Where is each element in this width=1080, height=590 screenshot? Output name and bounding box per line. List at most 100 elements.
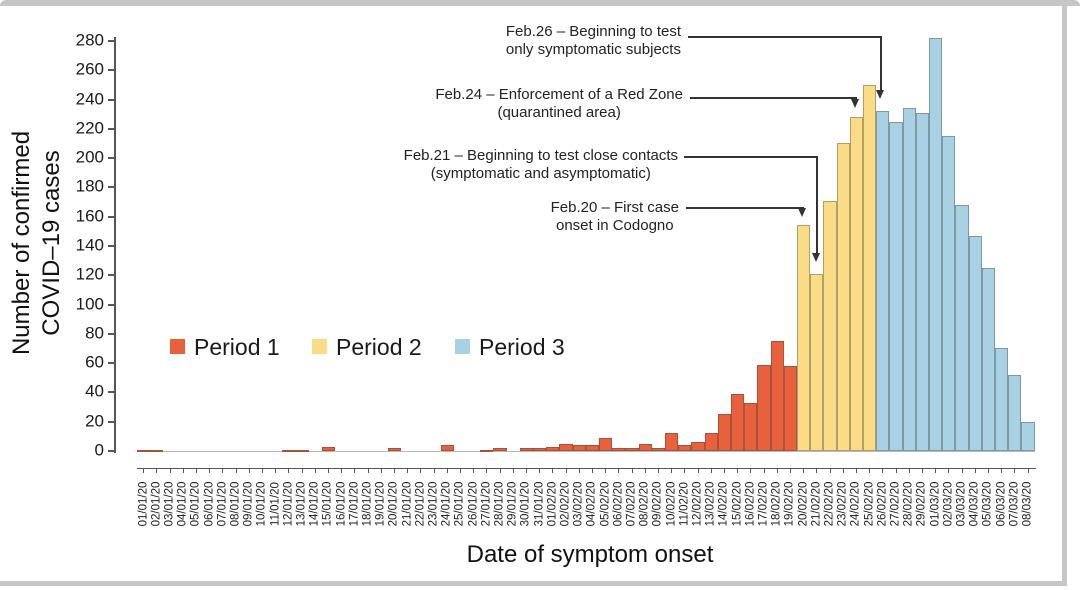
- y-tick-label-40: 40: [85, 382, 104, 402]
- x-tick-06-01-20: [209, 468, 211, 473]
- x-tick-01-01-20: [143, 468, 145, 473]
- y-tick-label-120: 120: [75, 264, 104, 284]
- annotation-text-21-02-20: Feb.21 – Beginning to test close contact…: [404, 147, 678, 183]
- x-tick-17-02-20: [763, 468, 765, 473]
- bar-24-01-20: [440, 445, 454, 451]
- annotation-line-2: only symptomatic subjects: [505, 41, 681, 58]
- annotation-connector-h-3: [684, 156, 817, 158]
- x-tick-01-03-20: [935, 468, 937, 473]
- bar-12-02-20: [691, 442, 705, 451]
- bar-23-02-20: [836, 143, 850, 451]
- x-tick-06-02-20: [618, 468, 620, 473]
- x-date-label-11-01-20: 11/01/20: [269, 482, 282, 526]
- bar-01-02-20: [546, 446, 560, 451]
- y-tick-140: [108, 244, 115, 247]
- y-tick-label-260: 260: [75, 59, 104, 79]
- bar-15-02-20: [731, 393, 745, 451]
- y-tick-label-60: 60: [85, 352, 104, 372]
- x-date-label-11-02-20: 11/02/20: [678, 482, 691, 526]
- bar-22-02-20: [823, 200, 837, 451]
- y-tick-40: [108, 391, 115, 394]
- x-date-label-02-03-20: 02/03/20: [942, 481, 955, 527]
- x-tick-17-01-20: [354, 468, 356, 473]
- x-date-label-19-01-20: 19/01/20: [374, 481, 387, 527]
- zero-baseline: [137, 451, 1035, 452]
- y-tick-label-240: 240: [75, 89, 104, 109]
- y-axis-title-line2: COVID–19 cases: [38, 150, 65, 336]
- x-tick-16-02-20: [750, 468, 752, 473]
- x-date-label-17-02-20: 17/02/20: [757, 481, 770, 527]
- x-tick-19-02-20: [789, 468, 791, 473]
- x-tick-10-01-20: [261, 468, 263, 473]
- legend-label-2: Period 2: [336, 334, 422, 360]
- x-date-label-06-02-20: 06/02/20: [612, 481, 625, 527]
- x-tick-14-02-20: [723, 468, 725, 473]
- annotation-arrowhead-3: [812, 253, 820, 262]
- x-tick-13-01-20: [301, 468, 303, 473]
- bar-05-03-20: [981, 267, 995, 451]
- annotation-text-26-02-20: Feb.26 – Beginning to test only symptomat…: [506, 23, 681, 59]
- y-tick-240: [108, 98, 115, 101]
- x-date-label-28-01-20: 28/01/20: [493, 481, 506, 527]
- bar-07-02-20: [625, 448, 639, 451]
- x-date-label-04-01-20: 04/01/20: [176, 481, 189, 527]
- bar-19-02-20: [783, 366, 797, 451]
- x-axis-line: [137, 468, 1036, 469]
- x-tick-29-01-20: [512, 468, 514, 473]
- bar-02-01-20: [150, 449, 164, 452]
- x-tick-28-01-20: [499, 468, 501, 473]
- x-date-label-16-01-20: 16/01/20: [335, 481, 348, 527]
- bar-18-02-20: [770, 341, 784, 451]
- x-date-label-09-02-20: 09/02/20: [651, 481, 664, 527]
- x-tick-26-01-20: [473, 468, 475, 473]
- x-axis-title: Date of symptom onset: [466, 541, 714, 568]
- x-date-label-18-01-20: 18/01/20: [361, 481, 374, 527]
- legend-swatch-1: [170, 339, 185, 354]
- y-tick-180: [108, 186, 115, 189]
- bar-09-02-20: [651, 448, 665, 451]
- bar-27-01-20: [480, 449, 494, 452]
- x-tick-28-02-20: [908, 468, 910, 473]
- x-date-label-07-02-20: 07/02/20: [625, 481, 638, 527]
- annotation-line-1: Feb.24 – Enforcement of a Red Zone: [435, 86, 683, 103]
- y-axis-line: [114, 37, 116, 453]
- x-tick-21-01-20: [407, 468, 409, 473]
- x-date-label-02-02-20: 02/02/20: [559, 481, 572, 527]
- annotation-connector-v-2: [855, 97, 857, 100]
- bar-24-02-20: [849, 117, 863, 451]
- x-date-label-13-01-20: 13/01/20: [295, 481, 308, 527]
- y-tick-label-280: 280: [75, 30, 104, 50]
- x-date-label-27-01-20: 27/01/20: [480, 481, 493, 527]
- x-tick-15-01-20: [327, 468, 329, 473]
- x-tick-21-02-20: [816, 468, 818, 473]
- y-tick-label-0: 0: [94, 440, 104, 460]
- x-date-label-22-01-20: 22/01/20: [414, 481, 427, 527]
- x-tick-03-01-20: [169, 468, 171, 473]
- y-tick-280: [108, 39, 115, 42]
- x-tick-12-02-20: [697, 468, 699, 473]
- bar-31-01-20: [533, 448, 547, 451]
- y-tick-260: [108, 69, 115, 72]
- bar-17-02-20: [757, 364, 771, 451]
- x-tick-22-01-20: [420, 468, 422, 473]
- x-tick-08-01-20: [235, 468, 237, 473]
- bar-03-03-20: [955, 204, 969, 451]
- y-tick-160: [108, 215, 115, 218]
- legend-label-1: Period 1: [194, 334, 280, 360]
- bar-10-02-20: [665, 433, 679, 451]
- bar-08-03-20: [1021, 421, 1035, 451]
- bar-03-02-20: [572, 445, 586, 451]
- x-date-label-07-03-20: 07/03/20: [1008, 481, 1021, 527]
- y-tick-100: [108, 303, 115, 306]
- x-tick-08-02-20: [644, 468, 646, 473]
- bar-02-02-20: [559, 443, 573, 451]
- x-date-label-17-01-20: 17/01/20: [348, 481, 361, 527]
- x-tick-03-02-20: [578, 468, 580, 473]
- x-date-label-23-02-20: 23/02/20: [836, 481, 849, 527]
- x-tick-15-02-20: [737, 468, 739, 473]
- x-tick-27-01-20: [486, 468, 488, 473]
- y-tick-200: [108, 157, 115, 160]
- x-date-label-06-01-20: 06/01/20: [203, 481, 216, 527]
- bar-15-01-20: [321, 446, 335, 451]
- x-date-label-14-02-20: 14/02/20: [717, 481, 730, 527]
